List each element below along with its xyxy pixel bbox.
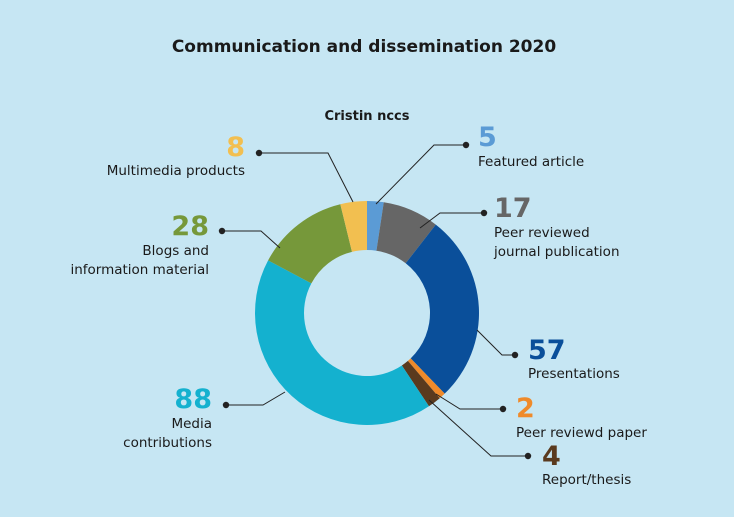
slice-featured-article xyxy=(367,201,384,251)
leader-dot-multimedia-products xyxy=(255,149,263,157)
leader-dot-report-thesis xyxy=(524,452,532,460)
value-label-media-contributions: 88 xyxy=(174,384,212,415)
category-label-peer-reviewed-journal-publication: Peer reviewed journal publication xyxy=(493,225,620,260)
value-label-blogs-and-information-material: 28 xyxy=(171,211,209,242)
category-label-presentations: Presentations xyxy=(528,366,620,382)
value-label-peer-reviewed-journal-publication: 17 xyxy=(494,193,532,224)
leader-dot-peer-reviewed-journal-publication xyxy=(480,209,488,217)
chart-title: Communication and dissemination 2020 xyxy=(172,37,556,57)
slice-report-thesis xyxy=(401,360,440,407)
value-label-presentations: 57 xyxy=(528,335,566,366)
chart-subtitle: Cristin nccs xyxy=(324,109,409,124)
category-label-multimedia-products: Multimedia products xyxy=(107,163,245,179)
category-label-featured-article: Featured article xyxy=(478,154,584,170)
leader-line-report-thesis xyxy=(428,399,528,457)
leader-line-featured-article xyxy=(375,144,466,205)
category-label-media-contributions: Media contributions xyxy=(123,416,212,451)
slice-multimedia-products xyxy=(340,201,367,252)
leader-line-peer-reviewd-paper xyxy=(435,393,503,410)
value-label-peer-reviewd-paper: 2 xyxy=(516,393,535,424)
value-label-report-thesis: 4 xyxy=(542,441,561,472)
value-label-featured-article: 5 xyxy=(478,122,497,153)
slice-presentations xyxy=(405,224,479,394)
leader-dot-featured-article xyxy=(462,141,470,149)
category-label-peer-reviewd-paper: Peer reviewd paper xyxy=(516,425,647,441)
leader-line-blogs-and-information-material xyxy=(222,230,281,249)
value-label-multimedia-products: 8 xyxy=(226,132,245,163)
leader-dot-media-contributions xyxy=(222,401,230,409)
slice-media-contributions xyxy=(254,260,429,425)
category-label-blogs-and-information-material: Blogs and information material xyxy=(70,243,209,278)
slices-group xyxy=(254,201,479,425)
slice-blogs-and-information-material xyxy=(268,204,352,284)
leader-dot-presentations xyxy=(511,351,519,359)
leader-dot-blogs-and-information-material xyxy=(218,227,226,235)
slice-peer-reviewd-paper xyxy=(407,358,445,399)
slice-peer-reviewed-journal-publication xyxy=(376,202,436,264)
category-label-report-thesis: Report/thesis xyxy=(542,472,631,488)
leader-dot-peer-reviewd-paper xyxy=(499,405,507,413)
leader-line-multimedia-products xyxy=(259,152,354,203)
leader-line-presentations xyxy=(476,329,515,356)
leader-line-peer-reviewed-journal-publication xyxy=(419,212,484,229)
leader-line-media-contributions xyxy=(226,391,286,406)
